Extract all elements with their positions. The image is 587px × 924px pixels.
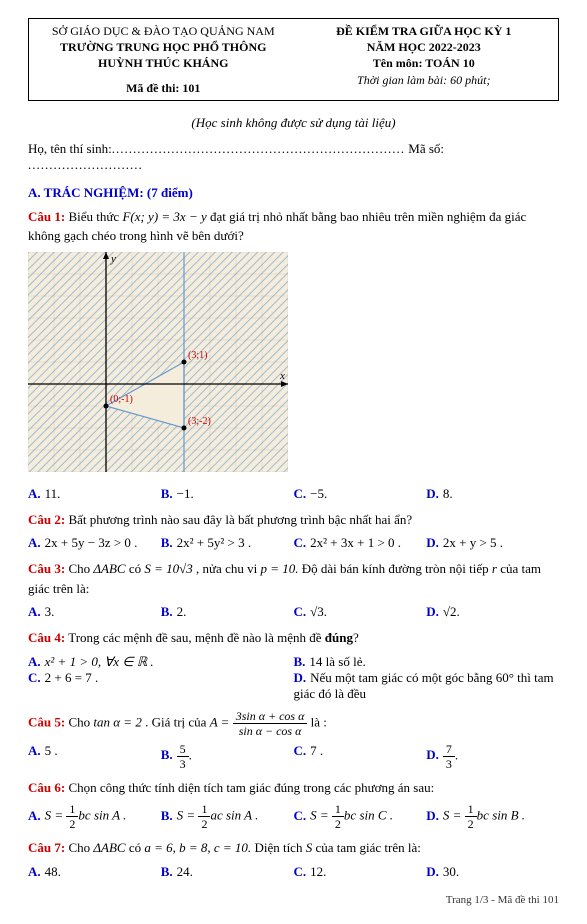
- q5-choice-a: A.5 .: [28, 743, 161, 770]
- q3-label: Câu 3:: [28, 561, 65, 576]
- q3-choice-c: C.√3.: [294, 604, 427, 620]
- q5-label: Câu 5:: [28, 714, 65, 729]
- q2-choice-b: B.2x² + 5y² > 3 .: [161, 535, 294, 551]
- q2-choice-a: A.2x + 5y − 3z > 0 .: [28, 535, 161, 551]
- q4-choice-c: C.2 + 6 = 7 .: [28, 670, 294, 702]
- page-footer: Trang 1/3 - Mã đề thi 101: [28, 894, 559, 906]
- name-dots: ........................................…: [112, 141, 405, 156]
- hdr-r2: NĂM HỌC 2022-2023: [294, 39, 555, 55]
- svg-text:(0;-1): (0;-1): [110, 394, 133, 405]
- q7-choices: A.48. B.24. C.12. D.30.: [28, 864, 559, 880]
- svg-text:(3;1): (3;1): [188, 350, 207, 361]
- q4-choice-d: D.Nếu một tam giác có một góc bằng 60° t…: [294, 670, 560, 702]
- q2-label: Câu 2:: [28, 512, 65, 527]
- q1-choices: A.11. B.−1. C.−5. D.8.: [28, 486, 559, 502]
- question-4: Câu 4: Trong các mệnh đề sau, mệnh đề nà…: [28, 628, 559, 648]
- svg-text:x: x: [279, 370, 285, 382]
- q4-choice-a: A.x² + 1 > 0, ∀x ∈ ℝ .: [28, 654, 294, 670]
- q2-choices: A.2x + 5y − 3z > 0 . B.2x² + 5y² > 3 . C…: [28, 535, 559, 551]
- q1-label: Câu 1:: [28, 209, 65, 224]
- q2-choice-c: C.2x² + 3x + 1 > 0 .: [294, 535, 427, 551]
- q5-choice-c: C.7 .: [294, 743, 427, 770]
- hdr-l1: SỞ GIÁO DỤC & ĐÀO TẠO QUẢNG NAM: [33, 23, 294, 39]
- question-2: Câu 2: Bất phương trình nào sau đây là b…: [28, 510, 559, 530]
- question-5: Câu 5: Cho tan α = 2 . Giá trị của A = 3…: [28, 710, 559, 737]
- q3-choice-b: B.2.: [161, 604, 294, 620]
- hdr-l2: TRƯỜNG TRUNG HỌC PHỔ THÔNG: [33, 39, 294, 55]
- q3-choice-a: A.3.: [28, 604, 161, 620]
- chart-svg: x y (0;-1) (3;1) (3;-2): [28, 252, 288, 472]
- code-dots: ...........................: [28, 157, 143, 172]
- q4-choices: A.x² + 1 > 0, ∀x ∈ ℝ . B.14 là số lẻ. C.…: [28, 654, 559, 702]
- q1-expr: F(x; y) = 3x − y: [122, 209, 206, 224]
- svg-text:(3;-2): (3;-2): [188, 416, 211, 427]
- q5-choice-d: D.73.: [426, 743, 559, 770]
- q1-ta: Biểu thức: [68, 209, 122, 224]
- q1-choice-d: D.8.: [426, 486, 559, 502]
- hdr-l3: HUỲNH THÚC KHÁNG: [33, 55, 294, 71]
- q5-choices: A.5 . B.53. C.7 . D.73.: [28, 743, 559, 770]
- name-line: Họ, tên thí sinh:.......................…: [28, 141, 559, 173]
- q7-choice-d: D.30.: [426, 864, 559, 880]
- q4-choice-b: B.14 là số lẻ.: [294, 654, 560, 670]
- q6-label: Câu 6:: [28, 780, 65, 795]
- q1-choice-b: B.−1.: [161, 486, 294, 502]
- q4-label: Câu 4:: [28, 630, 65, 645]
- q7-choice-b: B.24.: [161, 864, 294, 880]
- instruction-note: (Học sinh không được sử dụng tài liệu): [28, 115, 559, 131]
- header-box: SỞ GIÁO DỤC & ĐÀO TẠO QUẢNG NAM TRƯỜNG T…: [28, 18, 559, 101]
- q6-choice-a: A.S = 12bc sin A .: [28, 803, 161, 830]
- hdr-r1: ĐỀ KIỂM TRA GIỮA HỌC KỲ 1: [294, 23, 555, 39]
- q3-choice-d: D.√2.: [426, 604, 559, 620]
- feasible-region-chart: x y (0;-1) (3;1) (3;-2): [28, 252, 559, 476]
- q2-choice-d: D.2x + y > 5 .: [426, 535, 559, 551]
- q7-choice-a: A.48.: [28, 864, 161, 880]
- header-left: SỞ GIÁO DỤC & ĐÀO TẠO QUẢNG NAM TRƯỜNG T…: [33, 23, 294, 96]
- question-6: Câu 6: Chọn công thức tính diện tích tam…: [28, 778, 559, 798]
- question-3: Câu 3: Cho ΔABC có S = 10√3 , nửa chu vi…: [28, 559, 559, 598]
- code-label: Mã số:: [408, 141, 444, 156]
- svg-text:y: y: [110, 253, 116, 265]
- q6-choice-c: C.S = 12bc sin C .: [294, 803, 427, 830]
- q7-label: Câu 7:: [28, 840, 65, 855]
- q1-choice-c: C.−5.: [294, 486, 427, 502]
- question-7: Câu 7: Cho ΔABC có a = 6, b = 8, c = 10.…: [28, 838, 559, 858]
- hdr-r3: Tên môn: TOÁN 10: [294, 55, 555, 71]
- q6-choice-b: B.S = 12ac sin A .: [161, 803, 294, 830]
- q6-choice-d: D.S = 12bc sin B .: [426, 803, 559, 830]
- q1-choice-a: A.11.: [28, 486, 161, 502]
- name-label: Họ, tên thí sinh:: [28, 141, 112, 156]
- section-a-title: A. TRÁC NGHIỆM: (7 điểm): [28, 185, 559, 201]
- exam-code: Mã đề thi: 101: [33, 80, 294, 96]
- q7-choice-c: C.12.: [294, 864, 427, 880]
- q5-choice-b: B.53.: [161, 743, 294, 770]
- hdr-r4: Thời gian làm bài: 60 phút;: [294, 72, 555, 88]
- q2-text: Bất phương trình nào sau đây là bất phươ…: [68, 512, 412, 527]
- question-1: Câu 1: Biểu thức F(x; y) = 3x − y đạt gi…: [28, 207, 559, 246]
- header-right: ĐỀ KIỂM TRA GIỮA HỌC KỲ 1 NĂM HỌC 2022-2…: [294, 23, 555, 96]
- q3-choices: A.3. B.2. C.√3. D.√2.: [28, 604, 559, 620]
- q6-choices: A.S = 12bc sin A . B.S = 12ac sin A . C.…: [28, 803, 559, 830]
